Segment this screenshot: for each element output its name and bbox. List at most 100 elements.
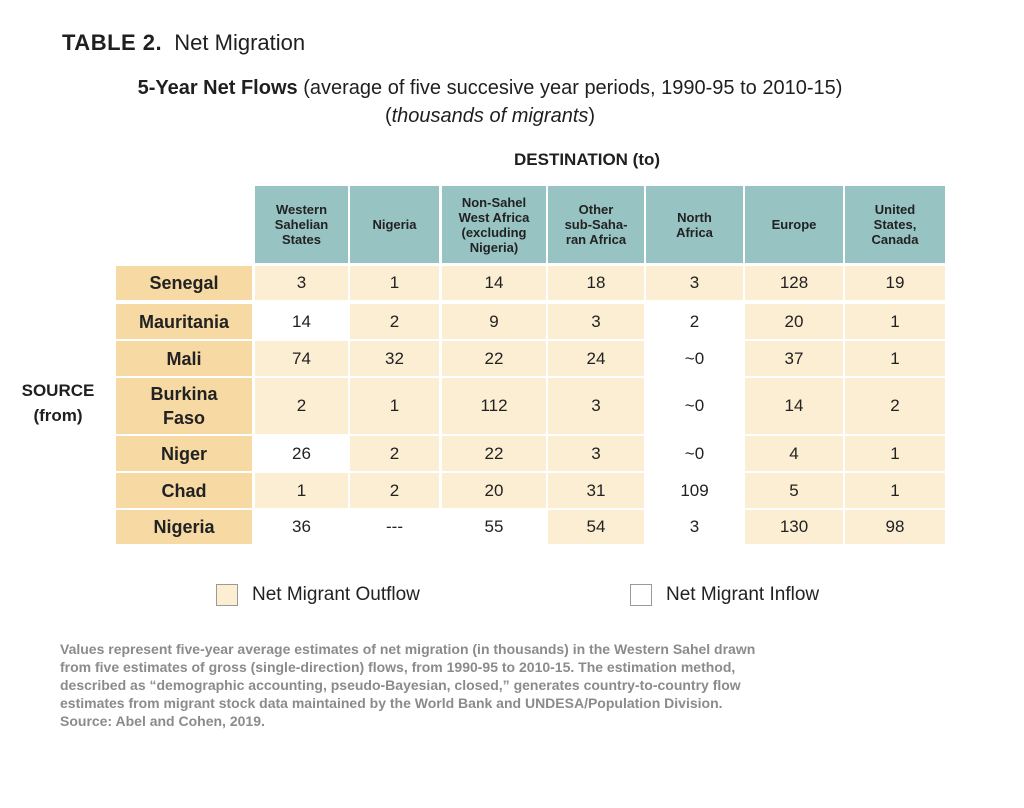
table-cell: 128 [745, 266, 843, 300]
table-cell: 20 [745, 304, 843, 339]
column-header-text: Western Sahelian States [275, 202, 328, 247]
table-cell: 24 [548, 341, 644, 376]
column-header-line: Canada [871, 232, 919, 247]
inflow-swatch [630, 584, 652, 606]
table-cell: 36 [255, 510, 348, 544]
table-cell: 2 [255, 378, 348, 434]
column-header-line: Other [578, 202, 614, 217]
destination-label: DESTINATION (to) [514, 150, 661, 169]
table-cell: 31 [548, 473, 644, 508]
table-cell: 14 [442, 266, 546, 300]
column-header-line: Sahelian [274, 217, 329, 232]
column-header-line: sub-Saha- [564, 217, 628, 232]
column-header-line: United [874, 202, 916, 217]
table-cell: 2 [350, 436, 439, 471]
row-header: Nigeria [116, 510, 252, 544]
table-cell: 19 [845, 266, 945, 300]
table-cell: 55 [442, 510, 546, 544]
table-cell: 37 [745, 341, 843, 376]
table-cell: ~0 [646, 436, 743, 471]
column-header-text: Nigeria [372, 217, 416, 232]
column-header-line: North [677, 209, 712, 225]
table-number: TABLE 2. [62, 30, 163, 55]
table-cell: 2 [845, 378, 945, 434]
table-cell: 1 [350, 378, 439, 434]
column-header-text: United States, Canada [872, 202, 919, 247]
legend-inflow: Net Migrant Inflow [630, 584, 819, 606]
table-cell: 2 [350, 473, 439, 508]
column-header-line: States [281, 232, 322, 247]
footnote-line: Source: Abel and Cohen, 2019. [60, 713, 265, 729]
table-cell: 20 [442, 473, 546, 508]
table-cell: 1 [845, 304, 945, 339]
source-label-line2: (from) [33, 406, 83, 425]
source-label: SOURCE (from) [10, 378, 106, 428]
footnote-line: estimates from migrant stock data mainta… [60, 695, 723, 711]
column-header: Western Sahelian States [255, 186, 348, 263]
column-header-line: West Africa [458, 209, 530, 225]
row-header: Mauritania [116, 304, 252, 339]
table-cell: ~0 [646, 378, 743, 434]
table-cell: 5 [745, 473, 843, 508]
row-header: Senegal [116, 266, 252, 300]
footnote-line: Values represent five-year average estim… [60, 641, 756, 657]
table-cell: 26 [255, 436, 348, 471]
row-header-line: Faso [162, 408, 205, 428]
row-header-line: Senegal [149, 273, 219, 293]
table-cell: 14 [255, 304, 348, 339]
table-cell: 3 [548, 304, 644, 339]
table-cell: 3 [548, 378, 644, 434]
table-cell: 3 [548, 436, 644, 471]
table-cell: 1 [350, 266, 439, 300]
footnote: Values represent five-year average estim… [60, 640, 910, 730]
column-header-line: Western [275, 202, 328, 217]
footnote-line: described as “demographic accounting, ps… [60, 677, 741, 693]
row-header-text: Mauritania [139, 310, 229, 334]
legend-outflow: Net Migrant Outflow [216, 584, 420, 606]
units-close-paren: ) [588, 105, 596, 127]
table-cell: ~0 [646, 341, 743, 376]
row-header: Niger [116, 436, 252, 471]
column-header-line: (excluding [461, 224, 527, 240]
column-header: North Africa [646, 186, 743, 263]
row-header-line: Mauritania [138, 311, 230, 332]
table-cell: 54 [548, 510, 644, 544]
units-open-paren: ( [384, 105, 392, 127]
row-header-text: Niger [161, 442, 207, 466]
source-label-line1: SOURCE [21, 381, 95, 400]
table-cell: --- [350, 510, 439, 544]
legend-inflow-label: Net Migrant Inflow [666, 584, 820, 605]
column-header: Nigeria [350, 186, 439, 263]
column-header-line: Nigeria) [469, 239, 519, 255]
row-header: Mali [116, 341, 252, 376]
table-cell: 14 [745, 378, 843, 434]
table-cell: 98 [845, 510, 945, 544]
column-header-line: Europe [771, 217, 817, 232]
row-header: Chad [116, 473, 252, 508]
column-header-text: Non-Sahel West Africa (excluding Nigeria) [459, 195, 530, 255]
table-cell: 22 [442, 436, 546, 471]
column-header-line: States, [873, 217, 917, 232]
column-header-line: ran Africa [565, 232, 627, 247]
subtitle-rest: (average of five succesive year periods,… [297, 77, 843, 99]
table-cell: 1 [845, 436, 945, 471]
column-header: Europe [745, 186, 843, 263]
row-header-text: Mali [166, 347, 201, 371]
table-cell: 4 [745, 436, 843, 471]
table-cell: 1 [255, 473, 348, 508]
table-cell: 9 [442, 304, 546, 339]
row-header-line: Burkina [150, 384, 218, 404]
row-header-text: Burkina Faso [150, 382, 217, 430]
column-header-text: North Africa [676, 210, 713, 240]
row-header-text: Chad [162, 479, 207, 503]
column-header: United States, Canada [845, 186, 945, 263]
row-header-line: Chad [161, 480, 207, 501]
column-header: Non-Sahel West Africa (excluding Nigeria) [442, 186, 546, 263]
table-cell: 32 [350, 341, 439, 376]
table-cell: 1 [845, 473, 945, 508]
row-header: Burkina Faso [116, 378, 252, 434]
column-header-line: Africa [676, 224, 713, 240]
table-name: Net Migration [174, 30, 306, 55]
table-cell: 1 [845, 341, 945, 376]
footnote-line: from five estimates of gross (single-dir… [60, 659, 736, 675]
